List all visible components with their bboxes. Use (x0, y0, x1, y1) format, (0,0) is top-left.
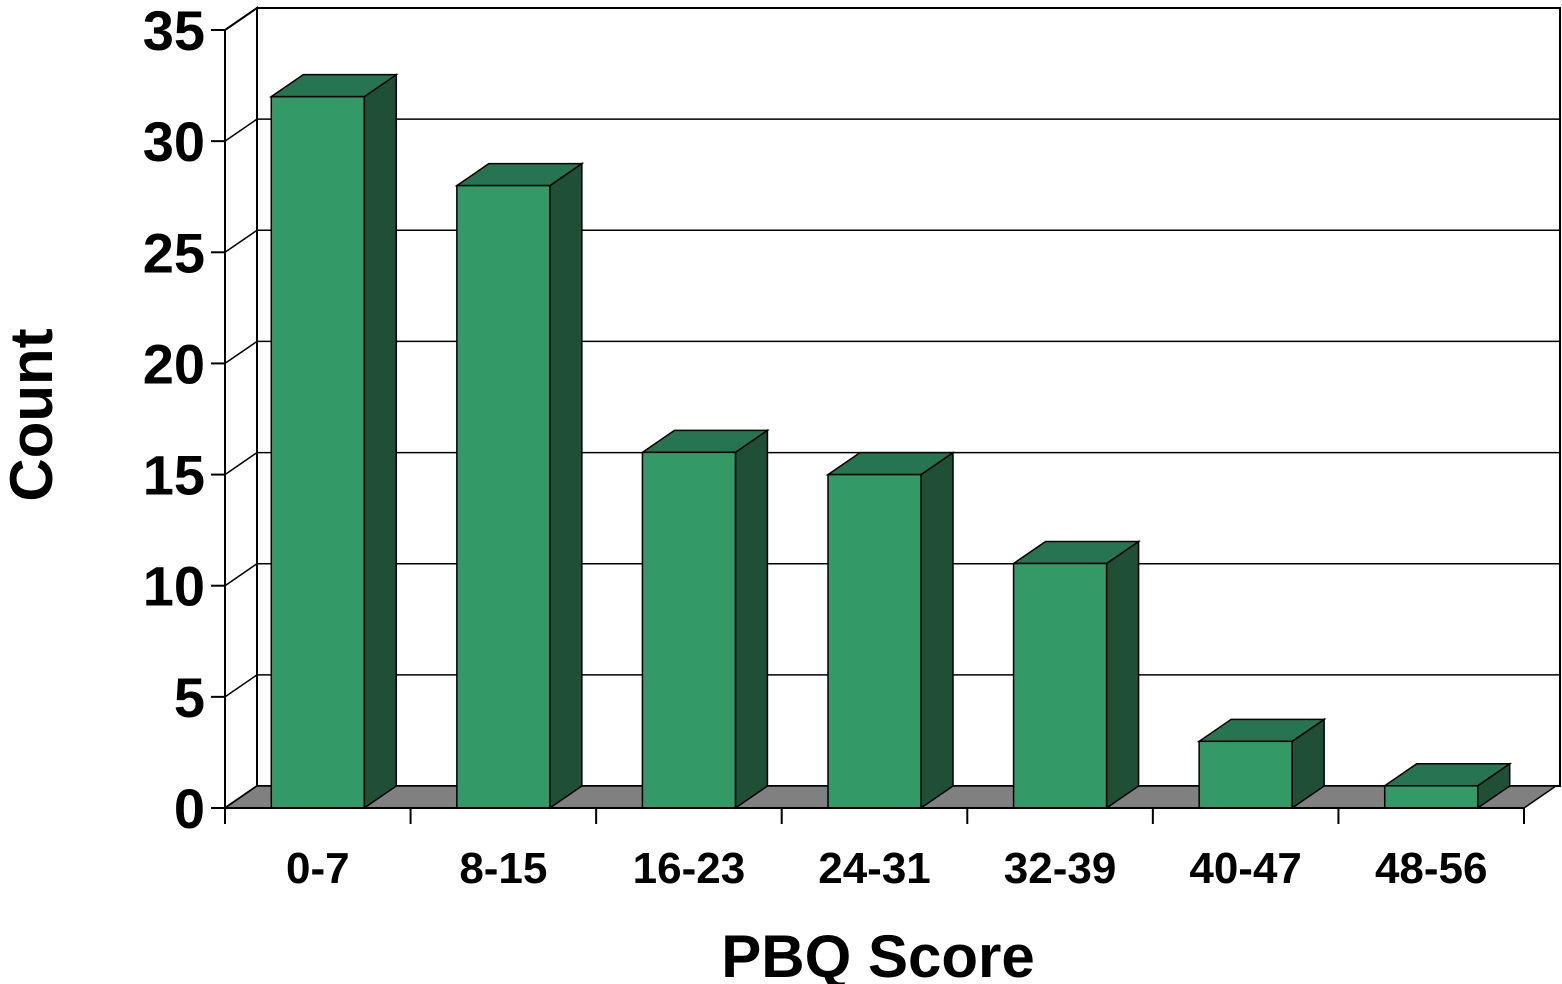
bar (640, 428, 770, 810)
x-tick-label: 16-23 (633, 844, 746, 893)
bar (1011, 540, 1141, 810)
x-tick-label: 40-47 (1189, 844, 1302, 893)
y-tick-label: 0 (174, 777, 205, 840)
y-tick-label: 15 (143, 444, 205, 507)
gridline-diagonal (224, 229, 258, 253)
y-tick-label: 35 (143, 0, 205, 62)
x-axis-title: PBQ Score (721, 923, 1034, 984)
bar (825, 451, 956, 810)
y-tick-label: 20 (143, 332, 205, 395)
x-tick-label: 8-15 (459, 844, 547, 893)
y-tick-label: 10 (143, 555, 205, 618)
y-tick-labels: 0 5 10 15 20 25 30 35 (143, 0, 205, 840)
y-tick-label: 30 (143, 110, 205, 173)
gridline-diagonal (224, 118, 258, 142)
bar-front (1012, 562, 1108, 809)
bar-front (1383, 785, 1479, 809)
side-wall (224, 6, 258, 810)
bar-front (641, 451, 737, 809)
bar (1196, 717, 1327, 810)
x-tick-label: 48-56 (1375, 844, 1488, 893)
axes (211, 29, 1525, 824)
x-tick-label: 0-7 (286, 844, 350, 893)
y-tick-label: 25 (143, 221, 205, 284)
gridline-diagonal (224, 674, 258, 698)
bar-side (920, 451, 954, 810)
bar-side (549, 162, 583, 810)
bar-side (734, 428, 769, 810)
x-tick-label: 24-31 (818, 844, 931, 893)
y-tick-label: 5 (174, 666, 205, 729)
y-axis-title: Count (0, 328, 65, 501)
bar-front (827, 473, 922, 809)
gridline-diagonal (224, 340, 258, 365)
gridline-diagonal (224, 451, 258, 476)
gridline-diagonal (224, 563, 258, 587)
bar (454, 162, 585, 810)
bar-side (1105, 540, 1140, 810)
x-tick-label: 32-39 (1004, 844, 1117, 893)
bar (1382, 762, 1513, 810)
bar (268, 73, 399, 810)
bar-front (270, 95, 366, 809)
bars (268, 73, 1513, 810)
bar-side (363, 73, 398, 810)
bar-front (1198, 740, 1293, 809)
gridline-diagonal (224, 7, 258, 31)
x-tick-labels: 0-7 8-15 16-23 24-31 32-39 40-47 48-56 (286, 844, 1487, 893)
bar-front (456, 184, 551, 809)
